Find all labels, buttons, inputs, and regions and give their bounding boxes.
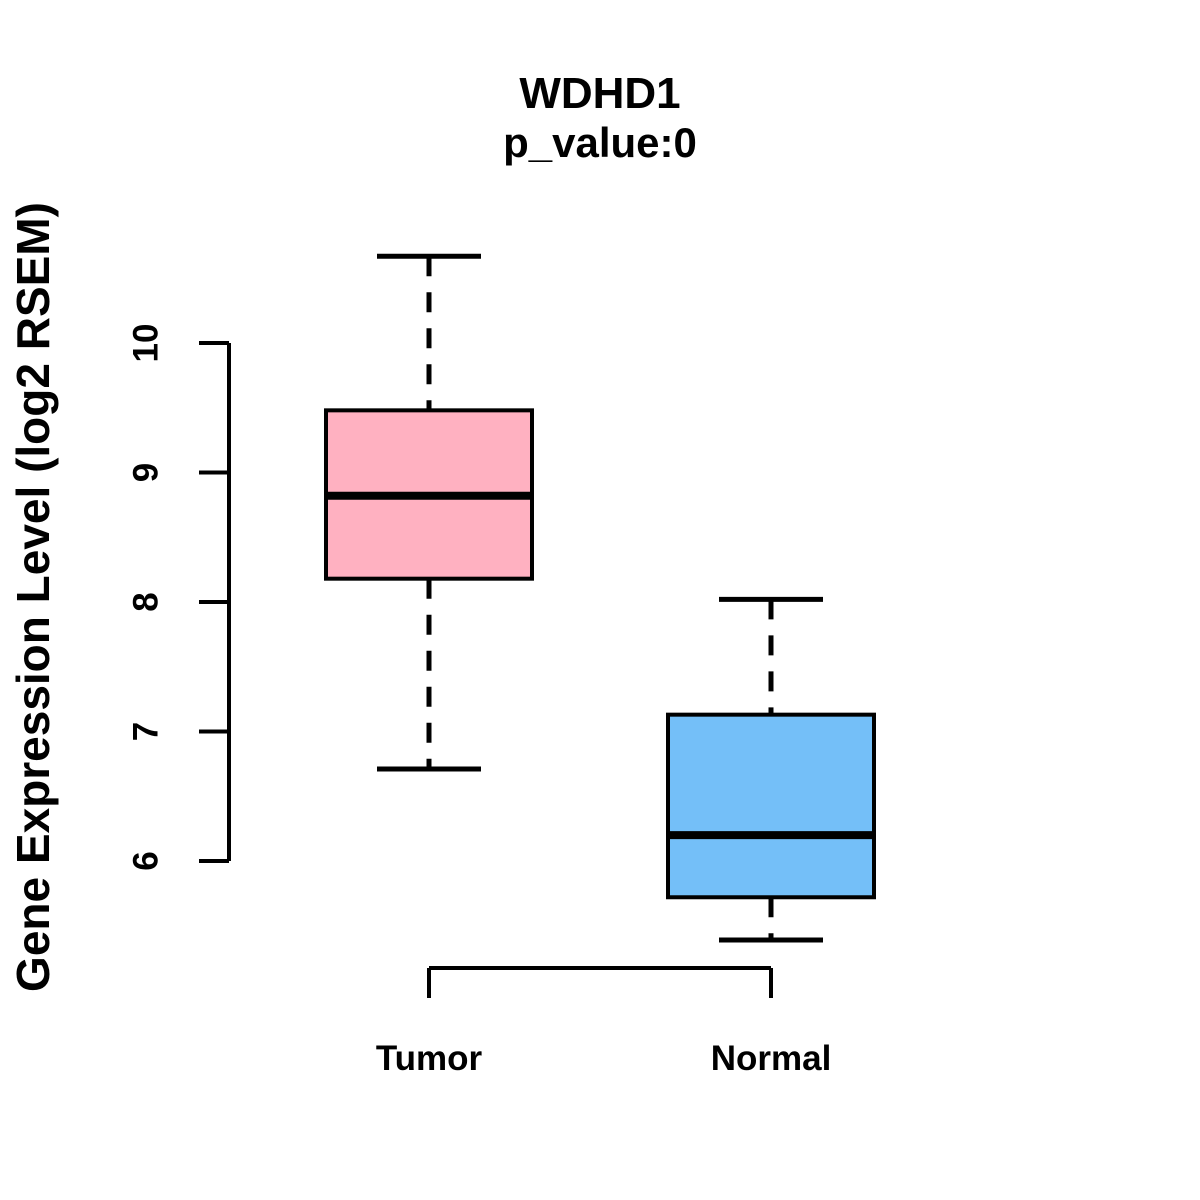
x-category-label: Normal [711,1039,832,1078]
y-tick-label: 7 [127,722,166,741]
box-group-tumor [324,253,534,772]
chart-title: WDHD1 [519,69,680,118]
y-tick-label: 9 [127,463,166,482]
y-tick-label: 10 [127,324,166,363]
chart-subtitle: p_value:0 [503,119,697,166]
box-group-normal [666,596,876,943]
x-axis [427,966,773,998]
y-axis [199,341,231,863]
iqr-box [666,712,876,900]
x-category-label: Tumor [376,1039,483,1078]
y-tick-label: 6 [127,851,166,870]
y-axis-label: Gene Expression Level (log2 RSEM) [7,202,59,992]
plot-dynamic-content: 6 7 8 9 10 Tumor Normal [127,253,876,1078]
y-tick-label: 8 [127,592,166,611]
